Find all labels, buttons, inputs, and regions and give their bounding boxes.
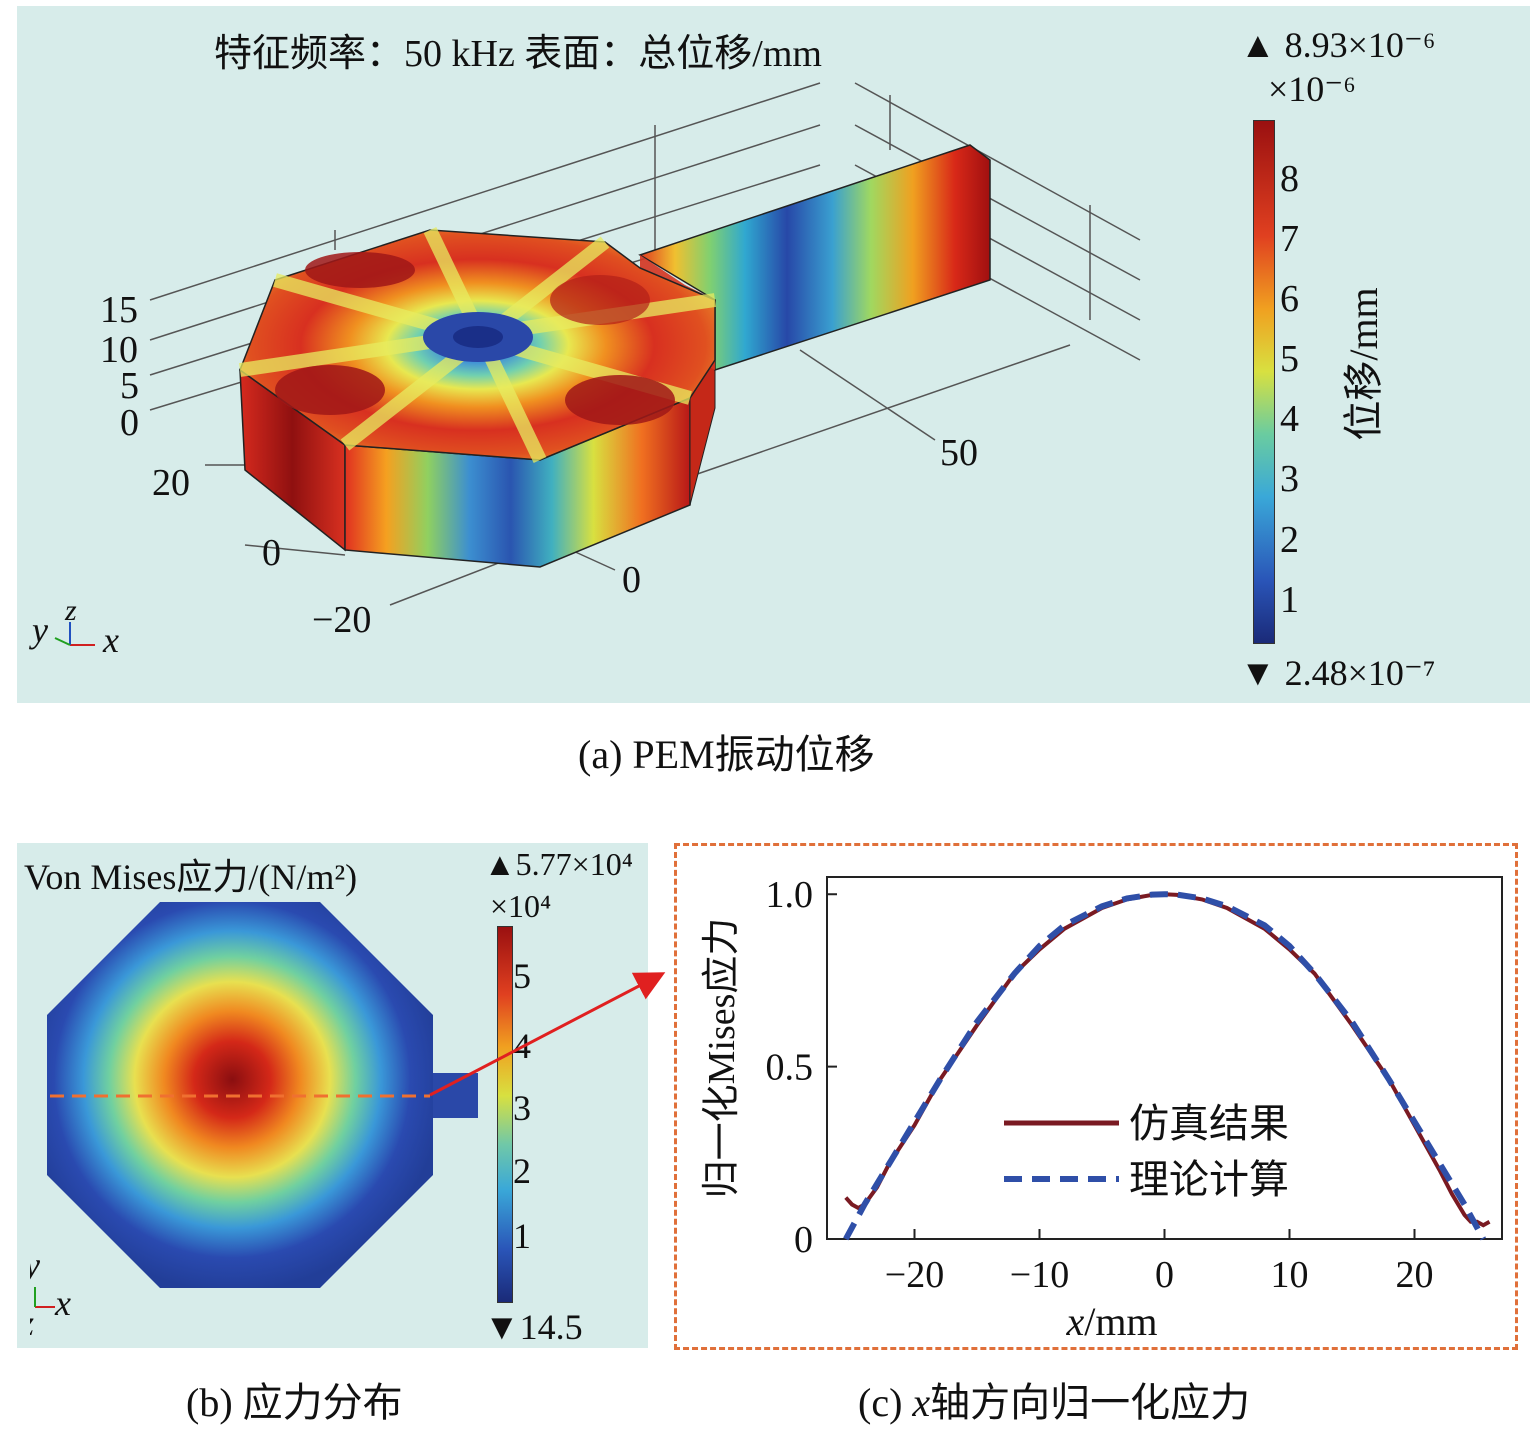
legend-label-simulation: 仿真结果 [1129, 1101, 1289, 1146]
series-line-theory [843, 891, 1486, 1241]
y-tick-label: 0 [262, 532, 281, 574]
x-tick-label: −10 [1010, 1254, 1069, 1296]
z-tick-label: 0 [120, 402, 139, 444]
colorbar-b [497, 926, 513, 1303]
colorbar-b-tick: 5 [513, 956, 531, 996]
colorbar-a-tick: 2 [1280, 519, 1299, 561]
colorbar-b-tick: 1 [513, 1216, 531, 1256]
caption-c-prefix: (c) [858, 1380, 913, 1425]
x-tick-label: 20 [1396, 1254, 1434, 1296]
x-tick-label: 10 [1271, 1254, 1309, 1296]
x-axis-label: x/mm [1065, 1299, 1157, 1344]
panel-b-title: Von Mises应力/(N/m²) [24, 857, 358, 897]
colorbar-a-max: ▲ 8.93×10⁻⁶ [1240, 25, 1436, 65]
colorbar-b-tick: 4 [513, 1026, 531, 1066]
colorbar-a-scale: ×10⁻⁶ [1268, 69, 1356, 109]
caption-c-rest: 轴方向归一化应力 [930, 1380, 1251, 1425]
triad-x-label: x [102, 620, 119, 660]
colorbar-a-tick: 1 [1280, 579, 1299, 621]
colorbar-a-tick: 8 [1280, 158, 1299, 200]
colorbar-b-max: ▲5.77×10⁴ [484, 846, 633, 882]
colorbar-b-tick: 2 [513, 1151, 531, 1191]
triad-x-label: x [54, 1283, 71, 1323]
z-tick-label: 15 [100, 289, 138, 331]
colorbar-a-tick: 4 [1280, 398, 1299, 440]
panel-a-3d-plot: 15 10 5 0 20 0 −20 0 50 y z x [29, 82, 1141, 660]
x-tick-label: 0 [1155, 1254, 1174, 1296]
y-tick-label: 1.0 [766, 874, 814, 916]
colorbar-a-label: 位移/mm [1341, 287, 1386, 441]
caption-b: (b) 应力分布 [186, 1380, 403, 1425]
panel-c-frame [674, 843, 1518, 1350]
colorbar-b-min: ▼14.5 [484, 1307, 583, 1347]
colorbar-a-tick: 3 [1280, 458, 1299, 500]
legend-label-theory: 理论计算 [1129, 1157, 1289, 1202]
caption-c-var: x [912, 1380, 931, 1425]
z-tick-label: 10 [100, 329, 138, 371]
colorbar-a-tick: 5 [1280, 338, 1299, 380]
panel-a-title: 特征频率：50 kHz 表面：总位移/mm [214, 33, 822, 75]
colorbar-a-tick: 7 [1280, 218, 1299, 260]
caption-c: (c) x轴方向归一化应力 [858, 1370, 1250, 1428]
caption-a: (a) PEM振动位移 [578, 732, 875, 777]
x-tick-label: 50 [940, 432, 978, 474]
x-tick-label: 0 [622, 559, 641, 601]
y-tick-label: −20 [312, 599, 371, 641]
y-tick-label: 0.5 [766, 1047, 814, 1089]
colorbar-b-tick: 3 [513, 1088, 531, 1128]
colorbar-a-min: ▼ 2.48×10⁻⁷ [1240, 653, 1436, 693]
x-tick-label: −20 [885, 1254, 944, 1296]
panel-c-line-chart: −20 −10 0 10 20 0 0.5 1.0 归一化Mises应力 x/mm 仿真结果 … [701, 874, 1503, 1344]
y-tick-label: 0 [794, 1219, 813, 1261]
colorbar-b-scale: ×10⁴ [490, 888, 552, 924]
y-axis-label: 归一化Mises应力 [701, 918, 743, 1199]
z-tick-label: 5 [120, 365, 139, 407]
legend: 仿真结果 理论计算 [1004, 1101, 1289, 1202]
colorbar-a-tick: 6 [1280, 278, 1299, 320]
axis-triad-b: y z x [30, 1245, 71, 1335]
triad-z-label: z [30, 1303, 34, 1335]
triad-y-label: y [29, 610, 48, 650]
axis-triad-a: y z x [29, 594, 119, 660]
triad-z-label: z [64, 594, 77, 627]
y-tick-label: 20 [152, 462, 190, 504]
panel-b-stress-map: y z x [30, 902, 478, 1335]
colorbar-a [1253, 120, 1275, 644]
triad-y-label: y [30, 1245, 40, 1285]
